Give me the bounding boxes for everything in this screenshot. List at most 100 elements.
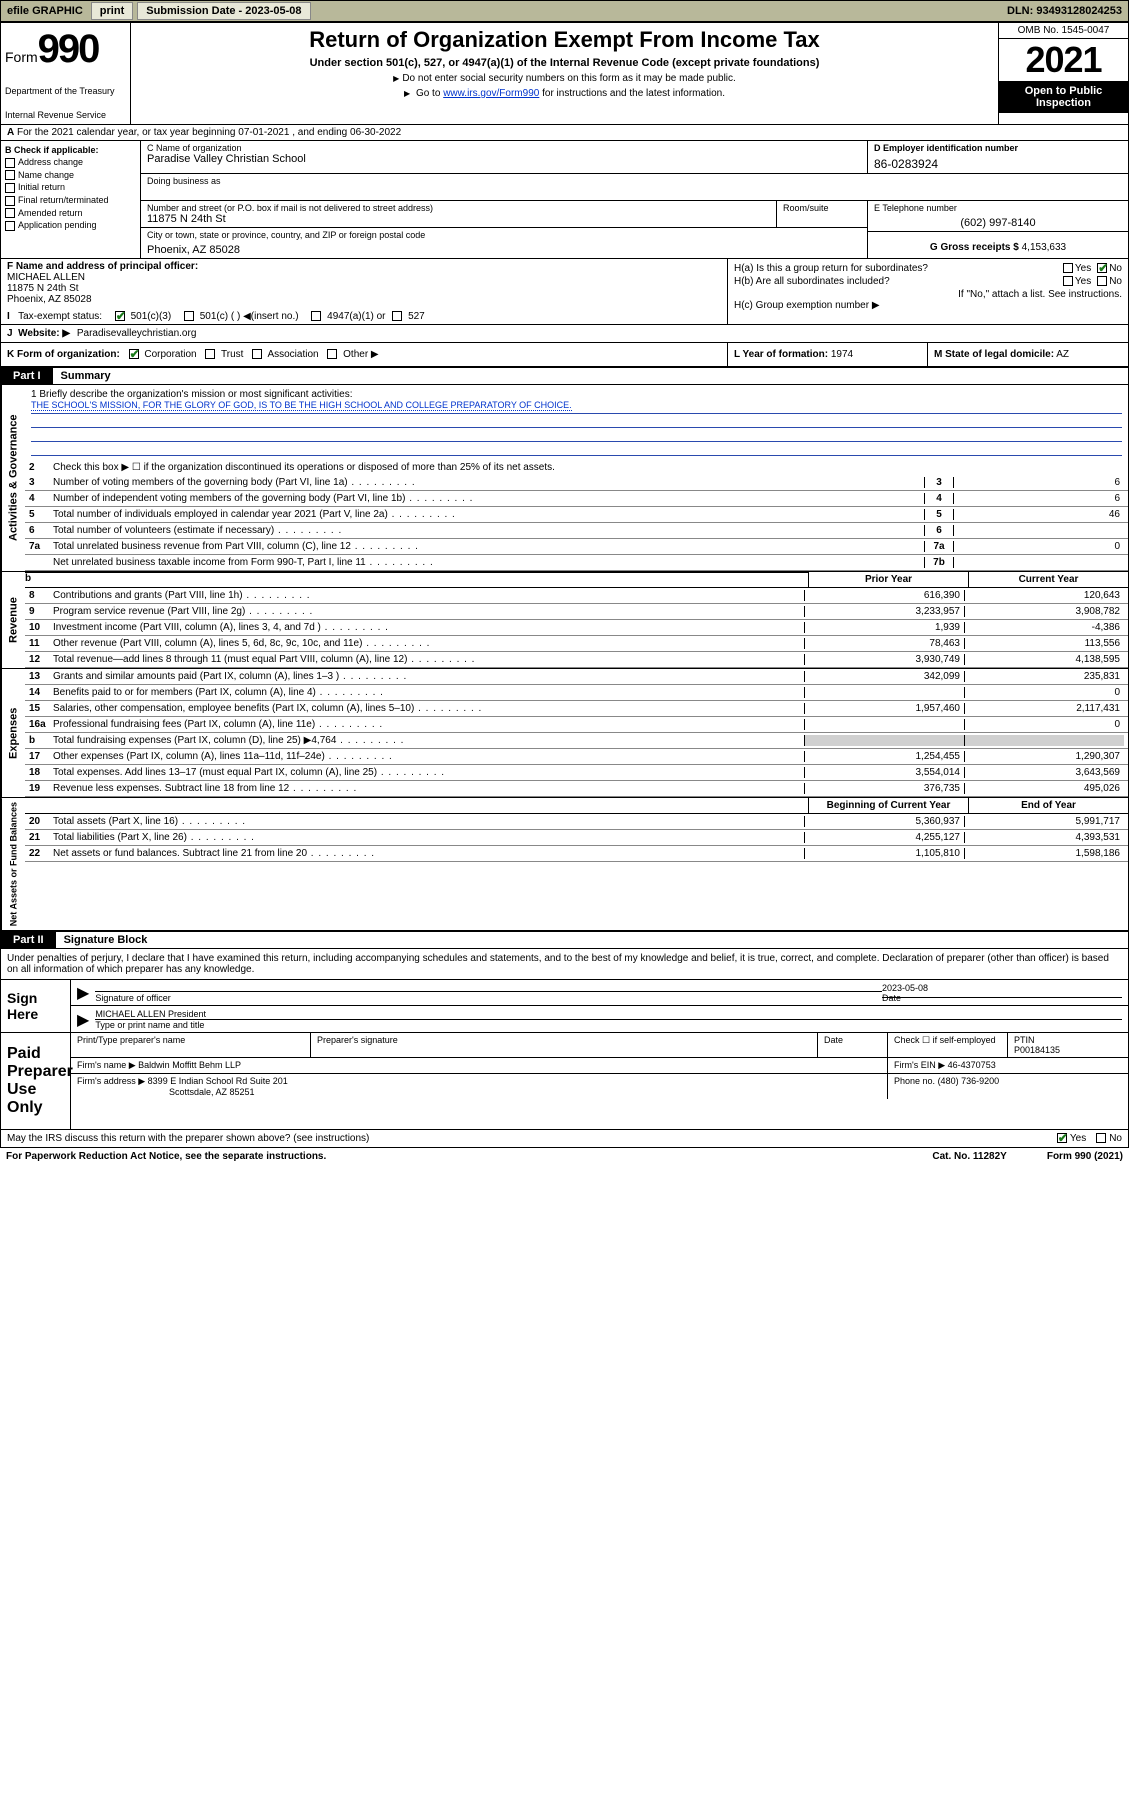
- print-button[interactable]: print: [91, 2, 133, 20]
- firm-ein-label: Firm's EIN ▶: [894, 1060, 945, 1070]
- chk-app-pending[interactable]: [5, 221, 15, 231]
- summary-line: 12Total revenue—add lines 8 through 11 (…: [25, 652, 1128, 668]
- part2-title: Signature Block: [56, 932, 1128, 948]
- chk-trust[interactable]: [205, 349, 215, 359]
- year-formation-box: L Year of formation: 1974: [728, 343, 928, 366]
- period-text: For the 2021 calendar year, or tax year …: [17, 127, 401, 138]
- summary-line: 14Benefits paid to or for members (Part …: [25, 685, 1128, 701]
- prep-date-label: Date: [818, 1033, 888, 1057]
- website-value: Paradisevalleychristian.org: [77, 328, 197, 339]
- chk-amended-return[interactable]: [5, 208, 15, 218]
- chk-assoc[interactable]: [252, 349, 262, 359]
- goto-line: Go to www.irs.gov/Form990 for instructio…: [139, 88, 990, 99]
- phone-label: E Telephone number: [874, 203, 1122, 213]
- chk-501c[interactable]: [184, 311, 194, 321]
- room-label: Room/suite: [777, 201, 867, 227]
- ptin-value: P00184135: [1014, 1045, 1060, 1055]
- principal-officer-box: F Name and address of principal officer:…: [1, 259, 728, 324]
- hdr-end: End of Year: [968, 798, 1128, 813]
- summary-line: 13Grants and similar amounts paid (Part …: [25, 669, 1128, 685]
- chk-final-return[interactable]: [5, 196, 15, 206]
- summary-line: bTotal fundraising expenses (Part IX, co…: [25, 733, 1128, 749]
- chk-527[interactable]: [392, 311, 402, 321]
- col-cd: C Name of organization Paradise Valley C…: [141, 141, 1128, 258]
- chk-501c3[interactable]: [115, 311, 125, 321]
- governance-sidebar: Activities & Governance: [1, 385, 25, 571]
- pra-text: For Paperwork Reduction Act Notice, see …: [6, 1151, 326, 1162]
- header-mid: Return of Organization Exempt From Incom…: [131, 23, 998, 124]
- chk-other[interactable]: [327, 349, 337, 359]
- lbl-name-change: Name change: [18, 170, 74, 180]
- top-bar: efile GRAPHIC print Submission Date - 20…: [0, 0, 1129, 22]
- chk-4947[interactable]: [311, 311, 321, 321]
- opt-assoc: Association: [267, 349, 318, 360]
- chk-initial-return[interactable]: [5, 183, 15, 193]
- sig-officer-label: Signature of officer: [95, 993, 170, 1003]
- lbl-app-pending: Application pending: [18, 220, 97, 230]
- addr-label: Number and street (or P.O. box if mail i…: [147, 203, 770, 213]
- opt-4947: 4947(a)(1) or: [327, 311, 385, 322]
- rev-header-row: b Prior Year Current Year: [25, 572, 1128, 588]
- m-label: M State of legal domicile:: [934, 349, 1054, 360]
- firm-ein: 46-4370753: [948, 1060, 996, 1070]
- officer-label: F Name and address of principal officer:: [7, 261, 721, 272]
- firm-phone: (480) 736-9200: [938, 1076, 1000, 1086]
- hb-label: H(b) Are all subordinates included?: [734, 276, 890, 287]
- phone-gross-box: E Telephone number (602) 997-8140 G Gros…: [868, 201, 1128, 258]
- lbl-amended-return: Amended return: [18, 208, 83, 218]
- chk-may-no[interactable]: [1096, 1133, 1106, 1143]
- chk-address-change[interactable]: [5, 158, 15, 168]
- submission-date-button[interactable]: Submission Date - 2023-05-08: [137, 2, 310, 20]
- lbl-address-change: Address change: [18, 157, 83, 167]
- row-j-website: J Website: ▶ Paradisevalleychristian.org: [0, 325, 1129, 343]
- q1-label: 1 Briefly describe the organization's mi…: [31, 389, 1122, 400]
- paid-preparer-row: Paid Preparer Use Only Print/Type prepar…: [0, 1033, 1129, 1130]
- hb-note: If "No," attach a list. See instructions…: [734, 289, 1122, 300]
- sign-here-row: Sign Here ▶ Signature of officer 2023-05…: [0, 980, 1129, 1033]
- type-name-label: Type or print name and title: [95, 1020, 1122, 1030]
- m-value: AZ: [1056, 349, 1069, 360]
- chk-hb-yes[interactable]: [1063, 276, 1073, 286]
- chk-ha-yes[interactable]: [1063, 263, 1073, 273]
- open-public-badge: Open to Public Inspection: [999, 81, 1128, 113]
- chk-corp[interactable]: [129, 349, 139, 359]
- q2-text: Check this box ▶ ☐ if the organization d…: [53, 462, 1124, 473]
- opt-501c: 501(c) ( ) ◀(insert no.): [200, 311, 299, 322]
- ein-value: 86-0283924: [874, 157, 1122, 171]
- form-word: Form: [5, 49, 38, 65]
- row-fh: F Name and address of principal officer:…: [0, 259, 1129, 325]
- header-right: OMB No. 1545-0047 2021 Open to Public In…: [998, 23, 1128, 124]
- may-yes: Yes: [1070, 1133, 1086, 1144]
- row-klm: K Form of organization: Corporation Trus…: [0, 343, 1129, 367]
- org-name: Paradise Valley Christian School: [147, 153, 861, 165]
- sig-date-val: 2023-05-08: [882, 983, 1122, 993]
- firm-name-label: Firm's name ▶: [77, 1060, 136, 1070]
- paid-preparer-label: Paid Preparer Use Only: [1, 1033, 71, 1129]
- omb-number: OMB No. 1545-0047: [999, 23, 1128, 39]
- ein-label: D Employer identification number: [874, 143, 1122, 153]
- goto-pre: Go to: [416, 88, 443, 99]
- part1-header: Part I Summary: [0, 367, 1129, 385]
- goto-post: for instructions and the latest informat…: [539, 88, 725, 99]
- entity-block: B Check if applicable: Address change Na…: [0, 141, 1129, 259]
- chk-name-change[interactable]: [5, 170, 15, 180]
- org-name-box: C Name of organization Paradise Valley C…: [141, 141, 868, 174]
- netassets-section: Net Assets or Fund Balances Beginning of…: [0, 798, 1129, 931]
- summary-line: 19Revenue less expenses. Subtract line 1…: [25, 781, 1128, 797]
- sig-arrow-icon: ▶: [77, 983, 89, 1003]
- part2-num: Part II: [1, 932, 56, 948]
- summary-line: 22Net assets or fund balances. Subtract …: [25, 846, 1128, 862]
- summary-line: 21Total liabilities (Part X, line 26)4,2…: [25, 830, 1128, 846]
- goto-link[interactable]: www.irs.gov/Form990: [443, 88, 539, 99]
- hdr-beg: Beginning of Current Year: [808, 798, 968, 813]
- chk-ha-no[interactable]: [1097, 263, 1107, 273]
- form-org-box: K Form of organization: Corporation Trus…: [1, 343, 728, 366]
- lbl-initial-return: Initial return: [18, 182, 65, 192]
- summary-line: 9Program service revenue (Part VIII, lin…: [25, 604, 1128, 620]
- summary-line: 18Total expenses. Add lines 13–17 (must …: [25, 765, 1128, 781]
- address-box: Number and street (or P.O. box if mail i…: [141, 201, 868, 258]
- chk-may-yes[interactable]: [1057, 1133, 1067, 1143]
- revenue-sidebar: Revenue: [1, 572, 25, 668]
- chk-hb-no[interactable]: [1097, 276, 1107, 286]
- org-name-label: C Name of organization: [147, 143, 861, 153]
